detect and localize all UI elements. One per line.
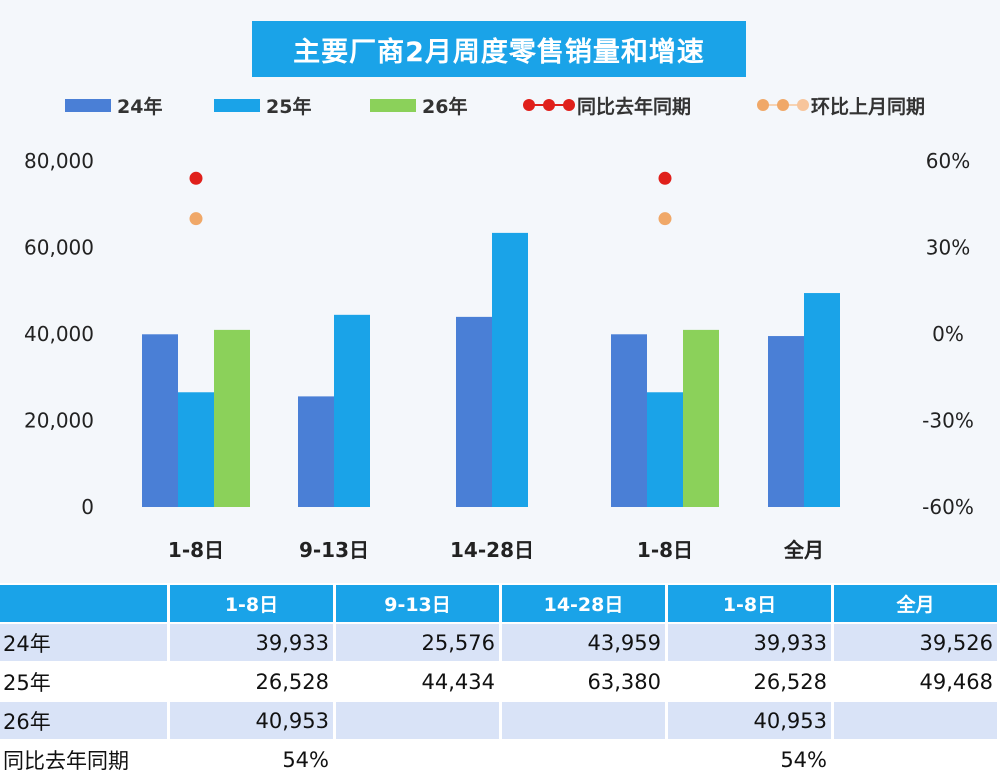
table-header-cell	[0, 585, 170, 622]
y-left-tick-label: 80,000	[24, 149, 94, 173]
y-left-tick-label: 60,000	[24, 236, 94, 260]
y-left-tick-label: 20,000	[24, 409, 94, 433]
yoy-point	[189, 171, 203, 185]
y-right-tick-label: -30%	[922, 409, 974, 433]
mom-point	[189, 212, 203, 226]
x-category-label: 14-28日	[450, 538, 534, 562]
table-cell: 54%	[170, 739, 336, 778]
bar-26	[683, 329, 719, 507]
table-cell	[502, 739, 668, 778]
bar-24	[298, 396, 334, 507]
bar-25	[334, 314, 370, 507]
table-cell: 54%	[668, 739, 834, 778]
table-cell	[336, 700, 502, 739]
legend: 24年 25年 26年 同比去年同期 环比上	[0, 88, 1000, 122]
table-cell: 40,953	[170, 700, 336, 739]
mom-point	[658, 212, 672, 226]
table-cell: 63,380	[502, 661, 668, 700]
plot: 0 20,000 40,000 60,000 80,000 -60% -30% 0% 30% 60…	[24, 149, 974, 562]
legend-swatch-26	[370, 98, 416, 112]
table-cell: 26,528	[170, 661, 336, 700]
legend-item-yoy: 同比去年同期	[523, 88, 691, 122]
table-cell	[502, 700, 668, 739]
table-cell: 39,933	[170, 622, 336, 661]
legend-label-mom: 环比上月同期	[811, 95, 926, 118]
y-right-tick-label: 60%	[926, 149, 970, 173]
row-label: 24年	[0, 622, 170, 661]
x-category-label: 1-8日	[168, 538, 224, 562]
y-right-tick-label: 30%	[926, 236, 970, 260]
table-cell	[336, 739, 502, 778]
bar-26	[214, 329, 250, 507]
legend-item-26: 26年	[370, 88, 467, 122]
chart-title: 主要厂商2月周度零售销量和增速	[252, 21, 746, 77]
legend-item-25: 25年	[214, 88, 311, 122]
table-row: 25年 26,528 44,434 63,380 26,528 49,468	[0, 661, 1000, 700]
x-category-label: 9-13日	[299, 538, 369, 562]
table-row: 24年 39,933 25,576 43,959 39,933 39,526	[0, 622, 1000, 661]
bar-24	[142, 334, 178, 507]
table-row: 同比去年同期 54% 54%	[0, 739, 1000, 778]
legend-label-25: 25年	[266, 95, 312, 118]
legend-label-yoy: 同比去年同期	[577, 95, 692, 118]
y-right-tick-label: -60%	[922, 495, 974, 519]
table-header-cell: 全月	[834, 585, 1000, 622]
legend-item-mom: 环比上月同期	[757, 88, 925, 122]
data-table: 1-8日 9-13日 14-28日 1-8日 全月 24年 39,933 25,…	[0, 585, 1000, 778]
bar-25	[647, 392, 683, 507]
table-cell: 49,468	[834, 661, 1000, 700]
table-row: 26年 40,953 40,953	[0, 700, 1000, 739]
x-category-label: 1-8日	[637, 538, 693, 562]
table-cell: 25,576	[336, 622, 502, 661]
table-cell: 26,528	[668, 661, 834, 700]
chart-area: 主要厂商2月周度零售销量和增速 24年 25年 26年 同比去年同期	[0, 0, 1000, 583]
table-header-cell: 9-13日	[336, 585, 502, 622]
table-header-cell: 1-8日	[170, 585, 336, 622]
table-cell: 43,959	[502, 622, 668, 661]
y-right-tick-label: 0%	[932, 322, 964, 346]
legend-marker-mom	[757, 98, 809, 112]
bar-24	[768, 336, 804, 507]
table-header-cell: 14-28日	[502, 585, 668, 622]
row-label: 25年	[0, 661, 170, 700]
legend-label-24: 24年	[117, 95, 163, 118]
legend-marker-yoy	[523, 98, 575, 112]
row-label: 同比去年同期	[0, 739, 170, 778]
table-cell	[834, 739, 1000, 778]
legend-swatch-25	[214, 98, 260, 112]
legend-item-24: 24年	[65, 88, 162, 122]
table-header-cell: 1-8日	[668, 585, 834, 622]
table-header-row: 1-8日 9-13日 14-28日 1-8日 全月	[0, 585, 1000, 622]
bar-25	[804, 293, 840, 507]
bar-25	[178, 392, 214, 507]
table-cell: 39,933	[668, 622, 834, 661]
yoy-point	[658, 171, 672, 185]
legend-swatch-24	[65, 98, 111, 112]
row-label: 26年	[0, 700, 170, 739]
legend-label-26: 26年	[422, 95, 468, 118]
table-cell: 44,434	[336, 661, 502, 700]
x-category-label: 全月	[783, 538, 824, 562]
y-left-tick-label: 0	[81, 495, 94, 519]
table-cell: 39,526	[834, 622, 1000, 661]
bar-25	[492, 232, 528, 507]
bar-24	[611, 334, 647, 507]
bar-24	[456, 316, 492, 507]
y-left-tick-label: 40,000	[24, 322, 94, 346]
table-cell	[834, 700, 1000, 739]
table-cell: 40,953	[668, 700, 834, 739]
